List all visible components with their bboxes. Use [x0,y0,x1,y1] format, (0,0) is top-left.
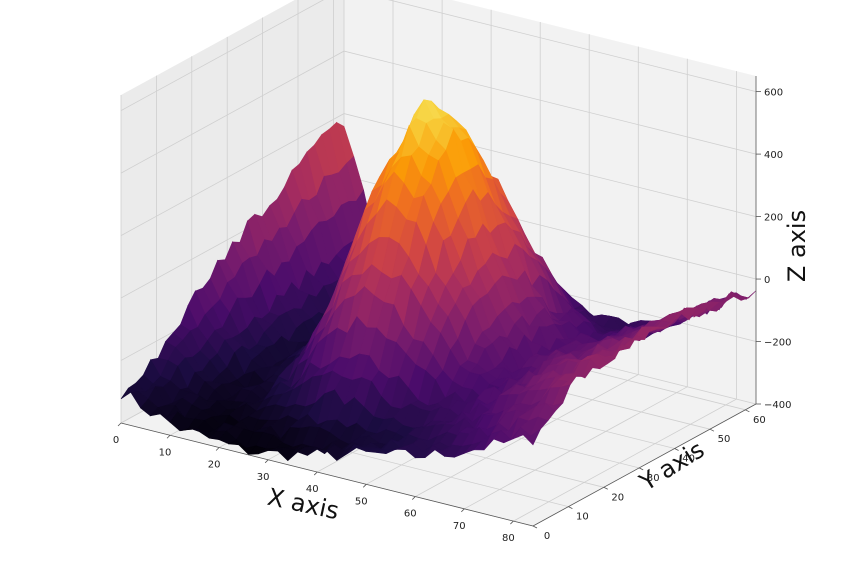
y-axis-line [532,403,757,527]
y-tick-mark [603,486,608,490]
x-tick-mark [362,484,367,488]
y-tick-mark [745,409,750,413]
x-tick-mark [412,496,416,500]
y-tick-label: 60 [753,415,766,426]
axis-lines [117,76,761,529]
x-tick-label: 80 [502,533,515,544]
x-tick-label: 0 [113,435,119,446]
z-gridline [120,50,757,174]
y-tick-mark [709,428,715,432]
y-tick-label: 20 [611,492,624,503]
z-tick-label: 600 [764,88,783,99]
x-tick-label: 20 [208,460,221,471]
y-tick-label: 50 [718,434,731,445]
surface-facet [522,428,542,446]
x-tick-label: 10 [159,447,172,458]
z-tick-label: −200 [764,338,791,349]
z-axis-label: Z axis [783,210,811,282]
x-tick-mark [510,520,514,525]
y-tick-label: 30 [647,473,660,484]
tick-labels: 0 10 20 30 40 50 60 70 80 0 10 20 30 40 50 60 −400 −200 0 2… [113,88,792,544]
x-tick-mark [264,459,269,464]
z-gridline [120,0,757,111]
x-tick-label: 50 [355,496,368,507]
x-tick-label: 70 [453,521,466,532]
z-tick-label: 0 [764,275,770,286]
x-tick-mark [461,508,465,513]
z-tick-label: 200 [764,213,783,224]
y-tick-label: 0 [544,531,550,542]
z-tick-label: −400 [764,400,791,411]
x-tick-mark [117,422,122,427]
y-tick-label: 40 [682,454,695,465]
x-tick-label: 40 [306,484,319,495]
y-tick-mark [674,448,679,451]
y-tick-label: 10 [576,512,589,523]
y-tick-mark [639,467,644,471]
x-tick-mark [313,471,318,476]
x-axis-label: X axis [265,483,341,525]
x-tick-label: 60 [404,509,417,520]
y-tick-mark [568,506,573,509]
y-tick-mark [532,525,538,529]
z-tick-label: 400 [764,150,783,161]
surface [120,99,757,462]
z-gridline [120,113,757,236]
x-tick-mark [215,447,220,451]
x-tick-label: 30 [257,472,270,483]
x-tick-mark [166,434,171,439]
